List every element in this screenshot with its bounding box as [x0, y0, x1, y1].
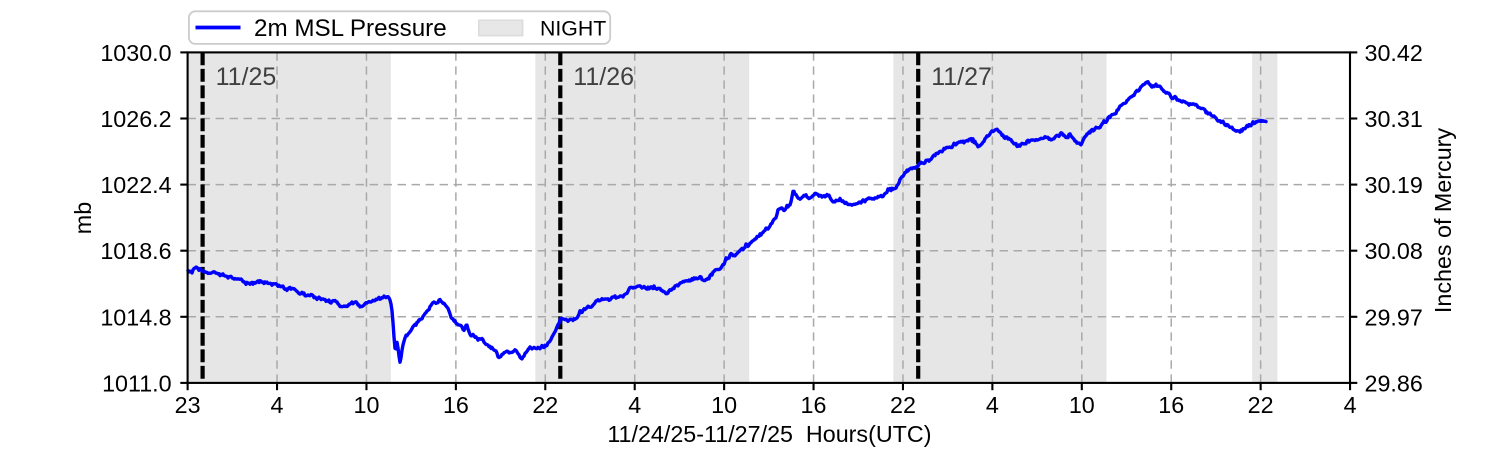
svg-text:16: 16	[1158, 392, 1184, 418]
svg-text:11/25: 11/25	[216, 63, 277, 91]
svg-text:4: 4	[271, 392, 284, 418]
svg-text:30.19: 30.19	[1365, 172, 1423, 198]
svg-text:10: 10	[354, 392, 380, 418]
svg-text:1030.0: 1030.0	[100, 40, 171, 66]
svg-text:1026.2: 1026.2	[100, 106, 171, 132]
svg-text:10: 10	[1069, 392, 1095, 418]
svg-text:NIGHT: NIGHT	[540, 17, 606, 41]
svg-text:23: 23	[175, 392, 201, 418]
svg-text:Inches of Mercury: Inches of Mercury	[1430, 128, 1456, 313]
svg-text:4: 4	[628, 392, 641, 418]
svg-text:4: 4	[986, 392, 999, 418]
svg-text:29.97: 29.97	[1365, 304, 1423, 330]
svg-text:16: 16	[443, 392, 469, 418]
svg-text:mb: mb	[70, 202, 96, 234]
svg-text:1022.4: 1022.4	[100, 172, 171, 198]
svg-text:30.42: 30.42	[1365, 40, 1423, 66]
svg-text:30.31: 30.31	[1365, 106, 1423, 132]
svg-text:10: 10	[711, 392, 737, 418]
svg-text:22: 22	[1248, 392, 1274, 418]
svg-text:11/27: 11/27	[931, 63, 992, 91]
svg-text:1014.8: 1014.8	[100, 304, 171, 330]
svg-text:11/24/25-11/27/25 Hours(UTC): 11/24/25-11/27/25 Hours(UTC)	[607, 421, 931, 447]
svg-text:2m MSL Pressure: 2m MSL Pressure	[254, 15, 447, 42]
svg-text:29.86: 29.86	[1365, 370, 1423, 396]
svg-text:4: 4	[1344, 392, 1357, 418]
svg-text:1018.6: 1018.6	[100, 238, 171, 264]
svg-text:16: 16	[801, 392, 827, 418]
svg-text:30.08: 30.08	[1365, 238, 1423, 264]
svg-text:22: 22	[532, 392, 558, 418]
svg-text:11/26: 11/26	[573, 63, 634, 91]
svg-text:22: 22	[890, 392, 916, 418]
svg-text:1011.0: 1011.0	[102, 370, 172, 396]
